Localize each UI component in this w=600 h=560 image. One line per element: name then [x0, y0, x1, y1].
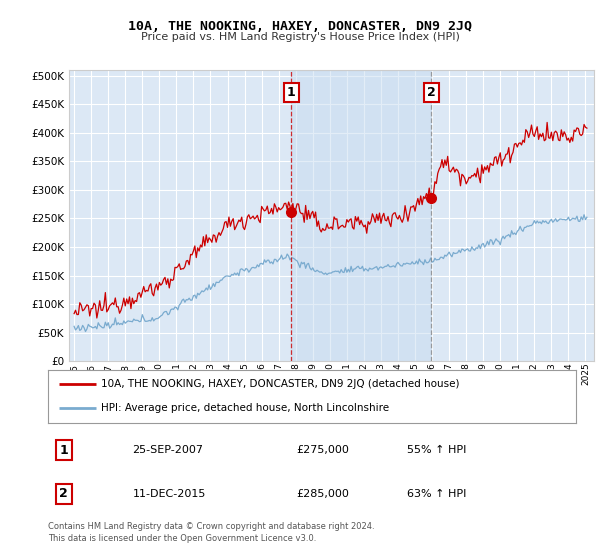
- Text: 2: 2: [59, 487, 68, 500]
- Text: 10A, THE NOOKING, HAXEY, DONCASTER, DN9 2JQ (detached house): 10A, THE NOOKING, HAXEY, DONCASTER, DN9 …: [101, 379, 460, 389]
- Text: HPI: Average price, detached house, North Lincolnshire: HPI: Average price, detached house, Nort…: [101, 403, 389, 413]
- Text: 10A, THE NOOKING, HAXEY, DONCASTER, DN9 2JQ: 10A, THE NOOKING, HAXEY, DONCASTER, DN9 …: [128, 20, 472, 32]
- Text: 63% ↑ HPI: 63% ↑ HPI: [407, 489, 466, 499]
- Text: £285,000: £285,000: [296, 489, 349, 499]
- Text: 11-DEC-2015: 11-DEC-2015: [133, 489, 206, 499]
- Text: Price paid vs. HM Land Registry's House Price Index (HPI): Price paid vs. HM Land Registry's House …: [140, 32, 460, 43]
- Text: 1: 1: [287, 86, 295, 99]
- Text: 25-SEP-2007: 25-SEP-2007: [133, 445, 203, 455]
- Text: 1: 1: [59, 444, 68, 457]
- Text: 2: 2: [427, 86, 436, 99]
- Text: 55% ↑ HPI: 55% ↑ HPI: [407, 445, 466, 455]
- Text: £275,000: £275,000: [296, 445, 349, 455]
- Text: Contains HM Land Registry data © Crown copyright and database right 2024.
This d: Contains HM Land Registry data © Crown c…: [48, 522, 374, 543]
